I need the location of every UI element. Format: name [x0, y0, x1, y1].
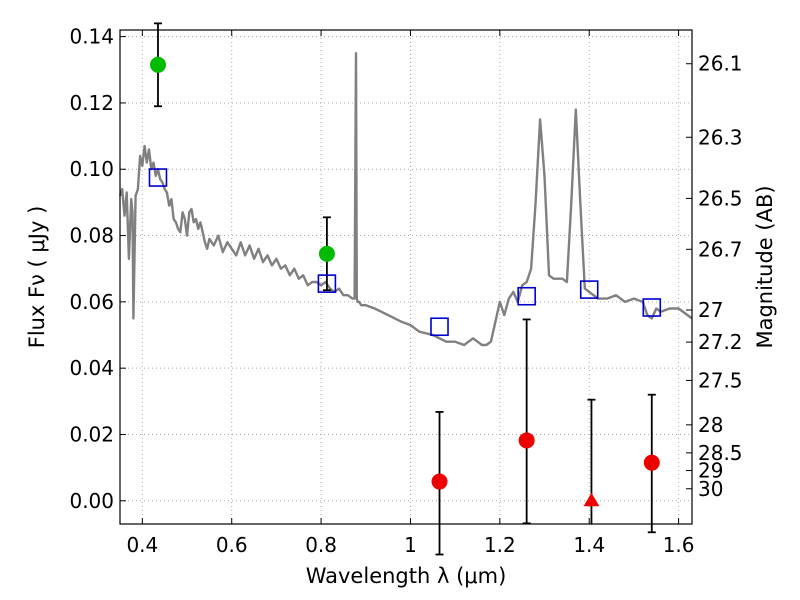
model-spectrum — [118, 52, 693, 347]
model-spectrum-line — [118, 52, 693, 347]
y2-tick-label: 28 — [698, 413, 723, 437]
y2-tick-label: 30 — [698, 477, 723, 501]
upper-limit-triangle — [583, 492, 600, 507]
x-tick-label: 1.6 — [663, 533, 695, 557]
green-data-point — [318, 245, 335, 262]
y2-axis-label: Magnitude (AB) — [753, 185, 777, 348]
y-tick-label: 0.00 — [69, 489, 114, 513]
y2-tick-label: 26.5 — [698, 186, 743, 210]
model-photometry-box — [579, 280, 599, 299]
axis-ticks: 0.4 0.6 0.8 1 1.2 1.4 1.6 0.00 0.02 0.04 0.06 0.08 0… — [69, 25, 742, 557]
y2-tick-label: 26.1 — [698, 52, 743, 76]
model-photometry-box — [517, 286, 536, 306]
y-tick-label: 0.14 — [69, 25, 114, 49]
y-tick-label: 0.10 — [69, 157, 114, 181]
error-bars — [153, 22, 656, 556]
x-tick-label: 1.2 — [484, 533, 516, 557]
grid — [120, 30, 692, 524]
y2-tick-label: 26.3 — [698, 125, 743, 149]
x-tick-label: 0.4 — [126, 533, 158, 557]
plot-frame — [119, 29, 693, 525]
x-tick-label: 1.4 — [573, 533, 605, 557]
y2-tick-label: 26.7 — [698, 237, 743, 261]
y-axis-label: Flux Fν ( μJy ) — [25, 206, 49, 349]
y-tick-label: 0.12 — [69, 91, 114, 115]
y2-tick-label: 27.5 — [698, 368, 743, 392]
green-data-point — [149, 56, 166, 73]
model-photometry-box — [317, 274, 337, 293]
x-tick-label: 1 — [404, 533, 417, 557]
red-data-point — [643, 454, 660, 471]
y2-tick-label: 27.2 — [698, 330, 743, 354]
y-tick-label: 0.04 — [69, 356, 114, 380]
y2-tick-label: 28.5 — [698, 441, 743, 465]
y2-tick-label: 29 — [698, 459, 723, 483]
y-tick-label: 0.06 — [69, 290, 114, 314]
x-axis-label: Wavelength λ (μm) — [306, 564, 507, 588]
red-data-point — [518, 432, 535, 449]
y2-tick-label: 27 — [698, 298, 723, 322]
model-photometry-box — [148, 168, 168, 187]
model-photometry-box — [642, 298, 662, 317]
y-tick-label: 0.02 — [69, 422, 114, 446]
red-data-point — [431, 473, 448, 490]
x-tick-label: 0.6 — [216, 533, 248, 557]
y-tick-label: 0.08 — [69, 224, 114, 248]
x-tick-label: 0.8 — [305, 533, 337, 557]
model-photometry-box — [430, 317, 449, 337]
data-markers — [148, 56, 662, 507]
